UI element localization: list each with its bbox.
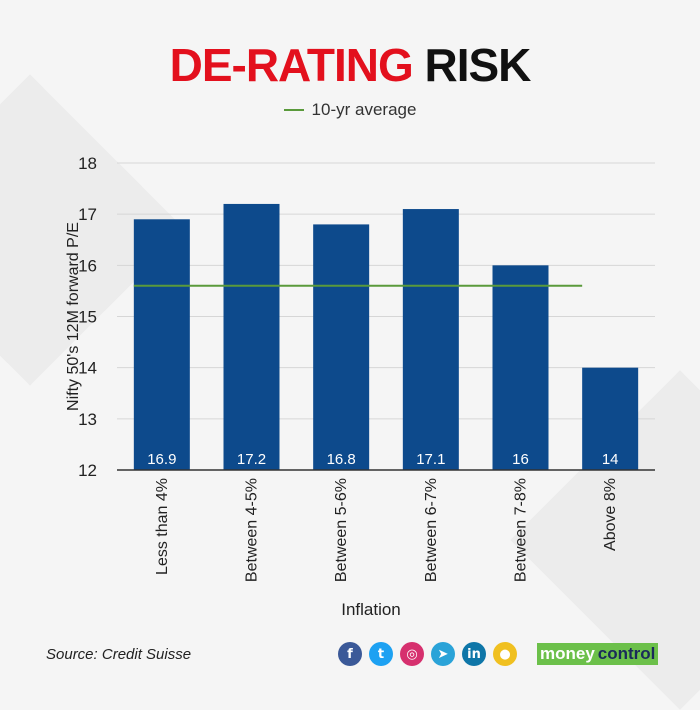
- y-tick-label: 13: [78, 410, 97, 429]
- bar-value-label: 14: [602, 451, 619, 468]
- source-note: Source: Credit Suisse: [46, 646, 192, 663]
- bar-value-label: 17.1: [416, 451, 445, 468]
- y-axis-title: Nifty 50's 12M forward P/E: [65, 222, 82, 411]
- y-tick-label: 18: [78, 154, 97, 173]
- brand-part1: money: [537, 643, 598, 665]
- social-icons: f t ◎ ➤ in ●: [338, 642, 517, 666]
- legend-swatch: [283, 108, 304, 111]
- bar-value-label: 16.8: [327, 451, 356, 468]
- y-tick-label: 12: [78, 461, 97, 480]
- x-tick-label: Between 7-8%: [513, 478, 530, 582]
- x-tick-label: Less than 4%: [154, 478, 171, 575]
- bar: [313, 224, 370, 470]
- y-tick-label: 15: [78, 308, 97, 327]
- x-tick-label: Between 5-6%: [333, 478, 350, 582]
- title-part-black: RISK: [424, 39, 532, 91]
- x-tick-label: Between 6-7%: [423, 478, 440, 582]
- brand-part2: control: [597, 643, 659, 665]
- bar-value-label: 17.2: [237, 451, 266, 468]
- bar: [492, 265, 549, 470]
- title-part-red: DE-RATING: [169, 39, 414, 91]
- bar-value-label: 16.9: [147, 451, 176, 468]
- x-tick-label: Between 4-5%: [244, 478, 261, 582]
- legend: 10-yr average: [0, 100, 700, 120]
- twitter-icon[interactable]: t: [369, 642, 393, 666]
- bar: [133, 219, 190, 470]
- y-tick-label: 14: [78, 359, 97, 378]
- y-tick-label: 16: [78, 256, 97, 275]
- linkedin-icon[interactable]: in: [462, 642, 486, 666]
- facebook-icon[interactable]: f: [338, 642, 362, 666]
- x-tick-label: Above 8%: [602, 478, 619, 551]
- instagram-icon[interactable]: ◎: [400, 642, 424, 666]
- telegram-icon[interactable]: ➤: [431, 642, 455, 666]
- bar: [223, 203, 280, 470]
- y-tick-label: 17: [78, 205, 97, 224]
- koo-icon[interactable]: ●: [493, 642, 517, 666]
- brand-logo: money control: [537, 642, 659, 666]
- x-axis-title: Inflation: [341, 600, 401, 619]
- chart-title: DE-RATING RISK: [0, 38, 700, 92]
- bar: [582, 367, 639, 470]
- bar: [402, 209, 459, 471]
- bar-value-label: 16: [512, 451, 529, 468]
- legend-label: 10-yr average: [311, 100, 417, 119]
